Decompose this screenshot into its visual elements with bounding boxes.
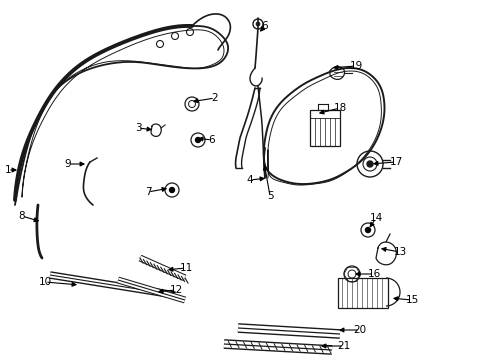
Text: 11: 11 — [179, 263, 192, 273]
Text: 5: 5 — [266, 191, 273, 201]
Text: 19: 19 — [348, 61, 362, 71]
Circle shape — [169, 188, 174, 193]
Bar — [337, 278, 387, 308]
Text: 16: 16 — [366, 269, 380, 279]
Text: 21: 21 — [337, 341, 350, 351]
Text: 10: 10 — [39, 277, 51, 287]
Bar — [309, 110, 339, 146]
Circle shape — [195, 138, 200, 143]
Text: 7: 7 — [144, 187, 151, 197]
Circle shape — [256, 22, 260, 26]
Text: 2: 2 — [211, 93, 218, 103]
Circle shape — [366, 161, 372, 167]
Text: 4: 4 — [246, 175, 253, 185]
Text: 8: 8 — [19, 211, 25, 221]
Circle shape — [365, 228, 370, 233]
Text: 3: 3 — [134, 123, 141, 133]
Text: 17: 17 — [388, 157, 402, 167]
Text: 14: 14 — [368, 213, 382, 223]
Text: 12: 12 — [169, 285, 182, 295]
Text: 9: 9 — [64, 159, 71, 169]
Text: 15: 15 — [405, 295, 418, 305]
Text: 18: 18 — [333, 103, 346, 113]
Text: 6: 6 — [261, 21, 268, 31]
Text: 13: 13 — [392, 247, 406, 257]
Text: 6: 6 — [208, 135, 215, 145]
Text: 1: 1 — [5, 165, 11, 175]
Text: 20: 20 — [353, 325, 366, 335]
